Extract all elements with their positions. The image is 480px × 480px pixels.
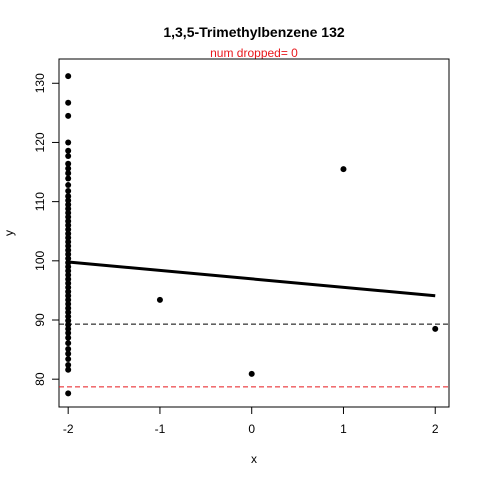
data-point bbox=[65, 187, 72, 194]
data-point bbox=[65, 234, 72, 241]
data-point bbox=[65, 165, 72, 172]
plot-frame bbox=[58, 58, 450, 408]
x-axis-label: x bbox=[251, 452, 257, 466]
data-point bbox=[65, 309, 72, 316]
data-point bbox=[65, 292, 72, 299]
axes: -2 -1 0 1 2 80 90 100 110 120 130 bbox=[33, 73, 439, 436]
fit-line bbox=[68, 260, 436, 298]
data-point bbox=[65, 209, 72, 216]
data-point bbox=[65, 193, 72, 200]
data-point bbox=[65, 243, 72, 250]
data-point bbox=[156, 296, 163, 303]
data-point bbox=[65, 230, 72, 237]
data-point bbox=[65, 99, 72, 106]
data-point bbox=[65, 284, 72, 291]
data-point bbox=[65, 276, 72, 283]
data-point bbox=[65, 350, 72, 357]
data-point bbox=[65, 251, 72, 258]
data-point bbox=[65, 390, 72, 397]
x-tick-label: -2 bbox=[63, 422, 74, 436]
y-tick-label: 90 bbox=[33, 313, 47, 327]
y-axis-label: y bbox=[2, 230, 16, 236]
data-point bbox=[248, 370, 255, 377]
data-point bbox=[65, 175, 72, 182]
data-point bbox=[65, 305, 72, 312]
data-point bbox=[65, 139, 72, 146]
data-point bbox=[65, 361, 72, 368]
y-tick-label: 120 bbox=[33, 132, 47, 152]
data-point bbox=[65, 73, 72, 80]
data-point bbox=[65, 201, 72, 208]
data-point bbox=[65, 182, 72, 189]
data-point bbox=[65, 296, 72, 303]
reference-lines bbox=[59, 323, 449, 388]
data-point bbox=[65, 263, 72, 270]
data-point bbox=[65, 222, 72, 229]
data-point bbox=[65, 288, 72, 295]
x-tick-label: 2 bbox=[432, 422, 439, 436]
chart-title: 1,3,5-Trimethylbenzene 132 bbox=[163, 24, 345, 40]
data-point bbox=[65, 218, 72, 225]
data-point bbox=[65, 226, 72, 233]
x-tick-label: 0 bbox=[248, 422, 255, 436]
data-point bbox=[340, 166, 347, 173]
data-point bbox=[65, 301, 72, 308]
data-point bbox=[65, 340, 72, 347]
data-point bbox=[65, 267, 72, 274]
y-tick-label: 130 bbox=[33, 73, 47, 93]
data-point bbox=[65, 346, 72, 352]
x-tick-label: 1 bbox=[340, 422, 347, 436]
data-point bbox=[65, 238, 72, 245]
data-point bbox=[65, 197, 72, 204]
data-point bbox=[65, 366, 72, 373]
data-point bbox=[65, 321, 72, 328]
data-point bbox=[65, 214, 72, 221]
data-point bbox=[65, 272, 72, 279]
data-point bbox=[65, 147, 72, 154]
y-tick-label: 100 bbox=[33, 250, 47, 270]
y-tick-label: 110 bbox=[33, 192, 47, 211]
fit-line-group bbox=[68, 260, 436, 298]
data-point bbox=[65, 153, 72, 160]
data-point bbox=[65, 112, 72, 119]
data-point bbox=[65, 334, 72, 341]
data-point bbox=[65, 170, 72, 177]
x-tick-label: -1 bbox=[155, 422, 166, 436]
data-point bbox=[65, 325, 72, 332]
data-point bbox=[65, 247, 72, 254]
data-point bbox=[65, 330, 72, 337]
data-point bbox=[65, 356, 72, 363]
data-point bbox=[432, 325, 439, 332]
data-point bbox=[65, 317, 72, 324]
data-point bbox=[65, 280, 72, 287]
data-point bbox=[65, 255, 72, 262]
chart-subtitle: num dropped= 0 bbox=[210, 46, 298, 60]
data-point bbox=[65, 205, 72, 212]
y-tick-label: 80 bbox=[33, 372, 47, 386]
data-point bbox=[65, 313, 72, 320]
data-point bbox=[65, 160, 72, 167]
data-points bbox=[65, 73, 439, 397]
